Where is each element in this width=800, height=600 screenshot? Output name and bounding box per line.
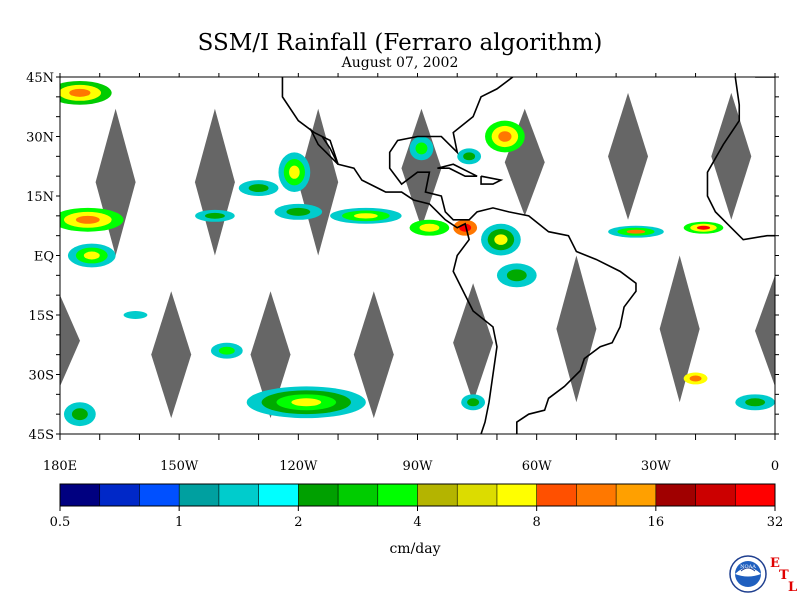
logo-letter-e: E (770, 556, 780, 571)
no-data-swath-0 (95, 108, 136, 256)
rain-cell-11 (457, 148, 482, 165)
no-data-swath-14 (755, 275, 775, 387)
colorbar-swatch-17 (735, 484, 776, 506)
rain-cell-14 (496, 263, 537, 288)
lon-tick-label-4: 60W (522, 459, 553, 474)
lat-tick-label-6: 45S (29, 428, 54, 443)
lon-tick-label-6: 0 (771, 459, 779, 474)
rain-cell-13 (481, 223, 521, 256)
coastline-1 (388, 77, 637, 434)
coastline-2 (309, 128, 339, 165)
rain-cell-19 (63, 402, 96, 427)
lon-tick-label-5: 30W (641, 459, 672, 474)
rain-cell-17 (210, 342, 243, 359)
no-data-swath-5 (608, 92, 649, 220)
rain-cell-16 (683, 221, 724, 234)
no-data-swath-9 (250, 291, 291, 419)
colorbar-swatch-0 (60, 484, 101, 506)
rain-cell-2 (238, 180, 279, 196)
colorbar-swatch-2 (139, 484, 180, 506)
colorbar-swatch-11 (496, 484, 538, 506)
rain-cell-7 (330, 207, 402, 224)
colorbar-swatch-10 (457, 484, 498, 506)
rain-cell-5 (195, 209, 235, 222)
colorbar-tick-label-6: 32 (767, 515, 784, 530)
lon-tick-label-1: 150W (160, 459, 199, 474)
lat-tick-label-0: 45N (26, 71, 54, 86)
rain-cell-20 (683, 372, 708, 385)
rain-cell-21 (735, 394, 775, 411)
lat-tick-label-1: 30N (26, 131, 54, 146)
rain-cell-12 (409, 136, 434, 161)
no-data-swath-12 (556, 255, 597, 403)
chart-title: SSM/I Rainfall (Ferraro algorithm) (197, 30, 603, 56)
coastline-4 (480, 175, 504, 185)
colorbar-swatch-1 (99, 484, 140, 506)
coastline-7 (534, 77, 537, 78)
lat-tick-label-5: 30S (29, 369, 54, 384)
no-data-swath-7 (60, 295, 80, 387)
rain-cell-10 (485, 120, 525, 153)
rain-cell-0 (60, 80, 112, 105)
noaa-logo-text: NOAA (740, 564, 756, 570)
colorbar-tick-label-3: 4 (413, 515, 421, 530)
no-data-swath-13 (659, 255, 700, 403)
no-data-swath-4 (504, 108, 545, 216)
logo-letter-t: T (779, 568, 789, 583)
rain-cell-22 (123, 311, 148, 319)
colorbar-swatch-13 (576, 484, 617, 506)
rain-cell-1 (278, 152, 311, 193)
lat-tick-label-4: 15S (29, 309, 54, 324)
colorbar-swatch-14 (616, 484, 657, 506)
rain-cell-4 (67, 243, 116, 268)
rain-cell-3 (60, 207, 124, 232)
lat-tick-label-3: EQ (34, 250, 54, 265)
coastline-5 (706, 77, 775, 241)
colorbar-tick-label-1: 1 (175, 515, 183, 530)
colorbar-tick-label-0: 0.5 (50, 515, 71, 530)
rain-cell-18 (246, 386, 366, 419)
rain-cell-6 (274, 203, 323, 220)
colorbar-swatch-9 (417, 484, 458, 506)
lon-tick-label-2: 120W (279, 459, 318, 474)
rain-cell-15 (608, 225, 664, 238)
colorbar-swatch-8 (377, 484, 418, 506)
colorbar-tick-label-5: 16 (648, 515, 665, 530)
coastline-0 (281, 77, 498, 434)
colorbar-swatch-3 (179, 484, 220, 506)
lat-tick-label-2: 15N (26, 190, 54, 205)
colorbar-swatch-12 (536, 484, 577, 506)
lon-tick-label-0: 180E (43, 459, 77, 474)
colorbar-swatch-5 (258, 484, 299, 506)
no-data-swath-11 (453, 283, 494, 403)
colorbar-swatch-6 (298, 484, 339, 506)
colorbar-swatch-16 (695, 484, 736, 506)
colorbar-tick-label-4: 8 (533, 515, 541, 530)
noaa-logo: NOAA (729, 555, 767, 597)
colorbar-swatch-15 (655, 484, 697, 506)
no-data-swath-10 (353, 291, 394, 419)
colorbar-title: cm/day (389, 541, 441, 557)
no-data-swath-8 (151, 291, 192, 419)
colorbar-swatch-7 (338, 484, 379, 506)
no-data-swath-6 (711, 92, 752, 220)
colorbar-tick-label-2: 2 (294, 515, 302, 530)
no-data-swath-1 (194, 108, 235, 256)
lon-tick-label-3: 90W (403, 459, 434, 474)
rain-cell-8 (409, 219, 450, 236)
logo-letter-l: L (788, 580, 798, 595)
chart-subtitle: August 07, 2002 (341, 55, 459, 71)
colorbar-swatch-4 (218, 484, 260, 506)
coastline-3 (437, 163, 478, 177)
rain-cell-23 (461, 394, 486, 411)
